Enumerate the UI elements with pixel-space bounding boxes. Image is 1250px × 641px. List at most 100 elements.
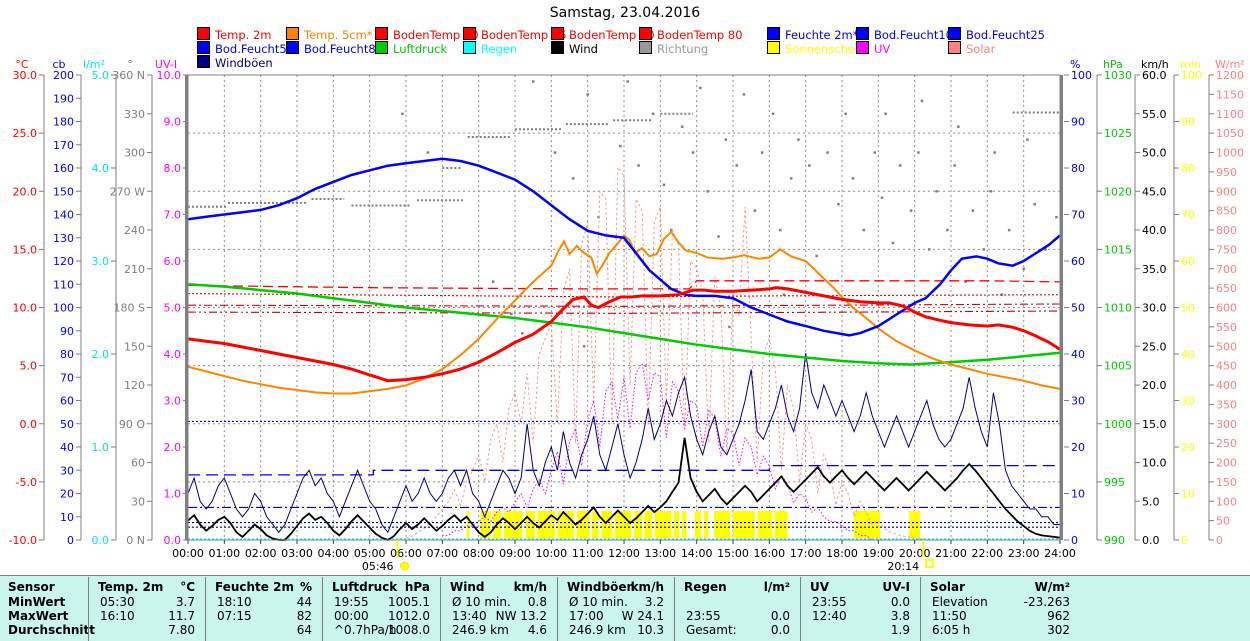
- axis-tick-label: 250: [1216, 437, 1237, 450]
- legend-label: Richtung: [657, 42, 709, 56]
- legend-label: Wind: [569, 42, 598, 56]
- axis-tick-label: 160: [53, 162, 74, 175]
- wind-direction-dot: [553, 151, 557, 154]
- table-divider: [88, 577, 89, 641]
- wind-direction-dot: [826, 151, 829, 154]
- sunshine-bar: [592, 511, 599, 538]
- wind-direction-dot: [837, 202, 840, 206]
- axis-unit-label: °: [127, 58, 133, 71]
- sunshine-bar: [673, 511, 680, 538]
- axis-tick-label: 5.0: [92, 69, 110, 82]
- wind-direction-dot: [928, 248, 931, 251]
- axis-tick-label: 300: [124, 147, 145, 160]
- wind-direction-dot: [706, 190, 709, 193]
- sunset-icon: [925, 559, 935, 568]
- axis-tick-label: 900: [1216, 185, 1237, 198]
- axis-tick-label: 190: [53, 92, 74, 105]
- stats-col-unit: km/h: [630, 580, 664, 594]
- stats-value: 10.3: [637, 623, 664, 637]
- wind-direction-dot: [619, 144, 622, 148]
- x-axis-hour-label: 08:00: [463, 547, 495, 560]
- axis-tick-label: 140: [53, 209, 74, 222]
- axis-tick-label: 20.0: [1142, 379, 1167, 392]
- wind-direction-dot: [651, 112, 655, 116]
- sunshine-bar: [774, 511, 788, 538]
- legend-label: BodenTemp 10: [393, 28, 479, 42]
- legend-label: Windböen: [215, 56, 273, 70]
- legend-item-bod-feucht50: Bod.Feucht50: [197, 41, 294, 56]
- table-divider: [322, 577, 323, 641]
- axis-tick-label: 30.0: [1142, 302, 1167, 315]
- stats-col-header: Windböen: [567, 580, 635, 594]
- legend-swatch: [551, 27, 564, 40]
- stats-col-header: Solar: [930, 580, 966, 594]
- axis-tick-label: 10.0: [13, 302, 38, 315]
- axis-tick-label: 10.0: [1142, 457, 1167, 470]
- legend-label: BodenTemp 50: [569, 28, 655, 42]
- x-axis-hour-label: 18:00: [826, 547, 858, 560]
- wind-direction-dot: [993, 151, 996, 154]
- axis-tick-label: 50.0: [1142, 147, 1167, 160]
- legend-swatch: [856, 27, 869, 40]
- stats-value-time: 00:00: [334, 609, 369, 623]
- legend-swatch: [197, 27, 210, 40]
- stats-value-time: Ø 10 min.: [569, 595, 628, 609]
- axis-tick-label: 100: [1216, 495, 1237, 508]
- axis-tick-label: 80: [1071, 162, 1085, 175]
- sunshine-bar: [714, 511, 731, 538]
- stats-value-time: Ø 10 min.: [452, 595, 511, 609]
- legend-label: BodenTemp 80: [657, 28, 743, 42]
- axis-tick-label: 1030: [1104, 69, 1132, 82]
- legend-item-uv: UV: [856, 41, 890, 56]
- stats-value-time: 07:15: [217, 609, 252, 623]
- axis-tick-label: 20: [1071, 441, 1085, 454]
- stats-col-header: UV: [810, 580, 830, 594]
- axis-tick-label: 800: [1216, 224, 1237, 237]
- legend-label: BodenTemp 25: [481, 28, 567, 42]
- axis-tick-label: 1015: [1104, 243, 1132, 256]
- wind-direction-dot: [851, 177, 855, 180]
- axis-tick-label: 1000: [1216, 147, 1244, 160]
- x-axis-hour-label: 09:00: [499, 547, 531, 560]
- legend-label: Temp. 5cm*: [304, 28, 373, 42]
- legend-item-sonnenschein: Sonnenschein: [767, 41, 866, 56]
- wind-direction-dot: [797, 138, 800, 141]
- axis-tick-label: 90: [1071, 116, 1085, 129]
- stats-col-header: Luftdruck: [332, 580, 398, 594]
- wind-direction-dot: [521, 332, 524, 335]
- axis-tick-label: 9.0: [164, 116, 182, 129]
- wind-direction-dot: [909, 209, 913, 212]
- axis-tick-label: 0.0: [164, 534, 182, 547]
- legend-item-windb-en: Windböen: [197, 55, 273, 70]
- axis-tick-label: 70: [1181, 209, 1195, 222]
- x-axis-hour-label: 20:00: [899, 547, 931, 560]
- axis-unit-label: %: [1070, 58, 1080, 71]
- axis-tick-label: 700: [1216, 263, 1237, 276]
- wind-direction-dot: [982, 248, 985, 251]
- sunshine-bar: [504, 511, 523, 538]
- stats-row-label: MaxWert: [8, 609, 69, 623]
- wind-direction-dot: [891, 241, 895, 245]
- stats-value: 1005.1: [388, 595, 430, 609]
- axis-tick-label: 0 N: [126, 534, 145, 547]
- date-title: Samstag, 23.04.2016: [549, 5, 701, 21]
- stats-value-time: 16:10: [100, 609, 135, 623]
- x-axis-hour-label: 01:00: [208, 547, 240, 560]
- axis-tick-label: 300: [1216, 418, 1237, 431]
- wind-direction-dot: [760, 151, 764, 154]
- axis-tick-label: 120: [53, 255, 74, 268]
- wind-direction-dot: [920, 99, 924, 103]
- axis-tick-label: 100: [1181, 69, 1202, 82]
- axis-tick-label: 10: [60, 511, 74, 524]
- stats-value-time: 23:55: [812, 595, 847, 609]
- axis-tick-label: 400: [1216, 379, 1237, 392]
- legend-label: Sonnenschein: [785, 42, 866, 56]
- axis-tick-label: 40: [1181, 348, 1195, 361]
- sunshine-bar: [682, 511, 687, 538]
- axis-tick-label: -5.0: [16, 476, 37, 489]
- legend-item-feuchte-2m-: Feuchte 2m*: [767, 27, 858, 42]
- stats-value-time: 13:40: [452, 609, 487, 623]
- axis-tick-label: 240: [124, 224, 145, 237]
- legend-label: Bod.Feucht50: [215, 42, 294, 56]
- x-axis-hour-label: 07:00: [426, 547, 458, 560]
